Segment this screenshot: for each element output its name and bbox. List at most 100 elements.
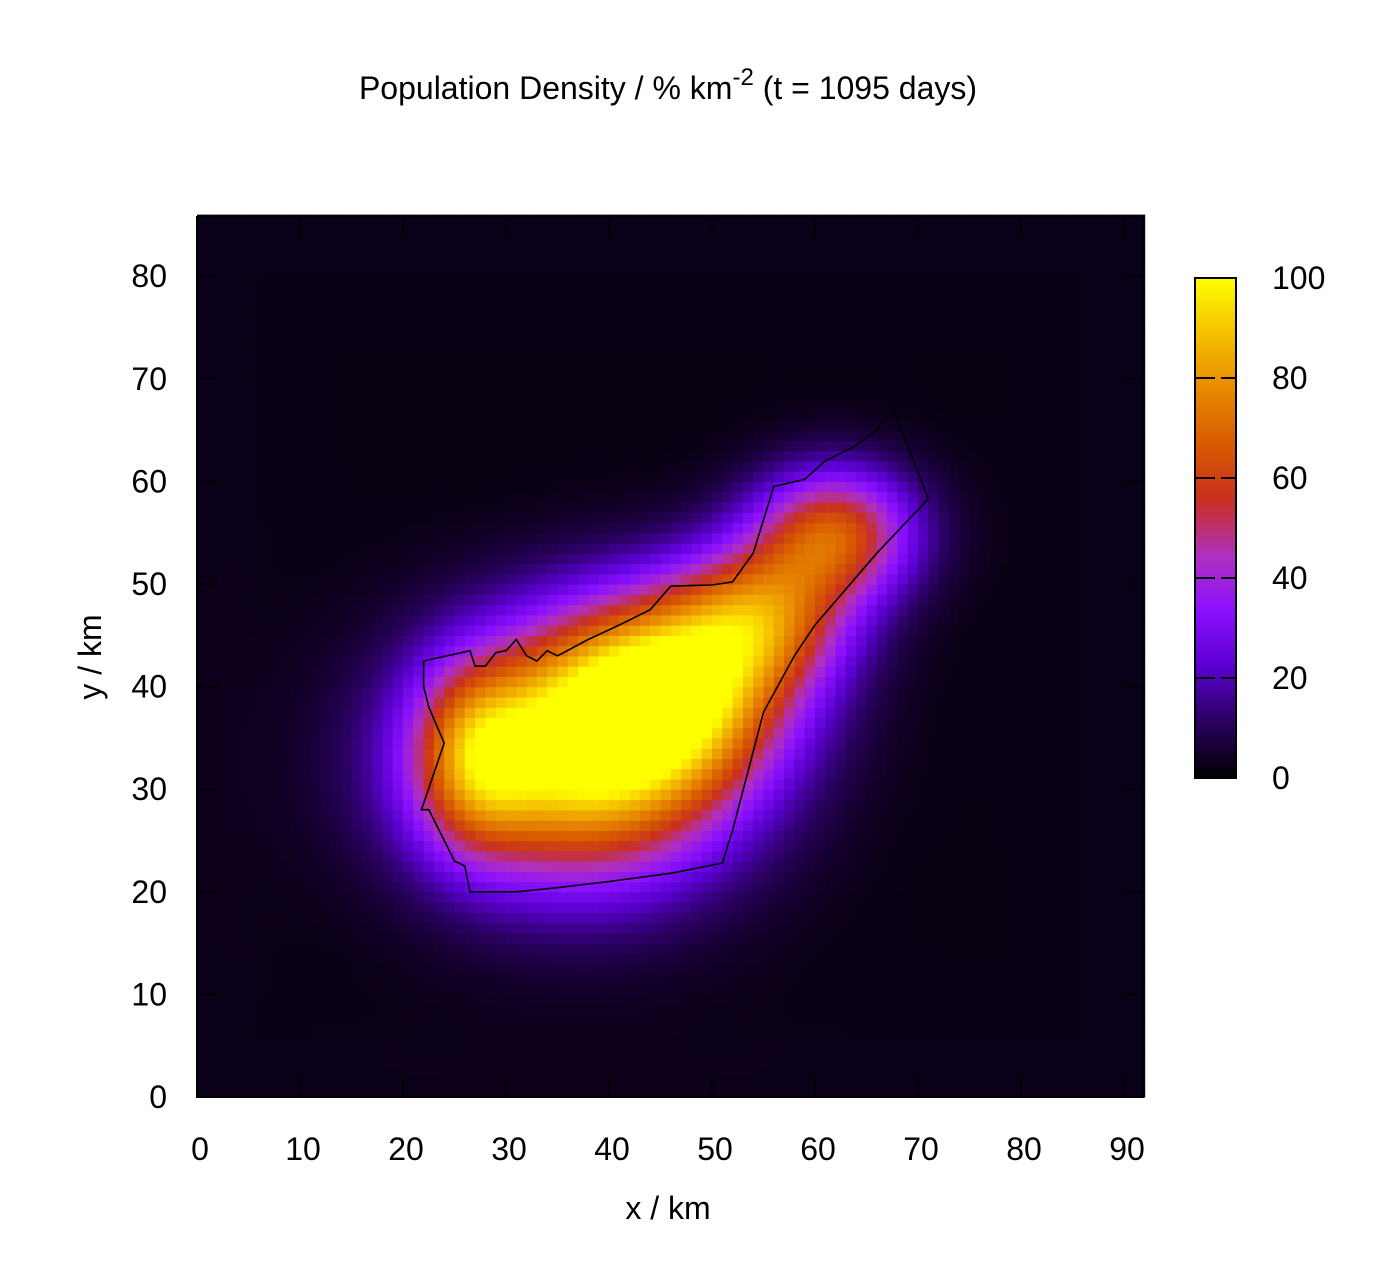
heatmap-cell	[423, 594, 435, 606]
heatmap-cell	[681, 543, 692, 554]
heatmap-cell	[650, 1014, 662, 1026]
heatmap-cell	[372, 973, 383, 985]
heatmap-cell	[485, 296, 497, 308]
heatmap-cell	[382, 1045, 394, 1057]
heatmap-cell	[248, 265, 260, 277]
heatmap-cell	[784, 399, 795, 411]
heatmap-cell	[629, 799, 641, 811]
heatmap-cell	[403, 307, 414, 318]
heatmap-cell	[567, 255, 579, 267]
heatmap-cell	[660, 1056, 672, 1067]
heatmap-cell	[763, 655, 775, 667]
heatmap-cell	[650, 666, 662, 677]
heatmap-cell	[197, 296, 208, 308]
heatmap-cell	[330, 265, 342, 277]
heatmap-cell	[464, 1004, 476, 1016]
heatmap-cell	[330, 378, 342, 390]
heatmap-cell	[258, 604, 270, 616]
heatmap-cell	[753, 1025, 765, 1037]
heatmap-cell	[557, 768, 569, 780]
heatmap-cell	[423, 727, 435, 739]
heatmap-cell	[197, 563, 208, 575]
heatmap-cell	[681, 419, 692, 431]
heatmap-cell	[403, 224, 414, 236]
heatmap-cell	[547, 902, 559, 913]
heatmap-cell	[660, 419, 672, 431]
heatmap-cell	[258, 563, 270, 575]
heatmap-cell	[392, 696, 404, 708]
heatmap-cell	[495, 450, 507, 462]
heatmap-cell	[300, 686, 311, 698]
heatmap-cell	[763, 809, 775, 821]
heatmap-cell	[526, 778, 538, 790]
heatmap-cell	[742, 348, 754, 359]
heatmap-cell	[351, 604, 363, 616]
heatmap-cell	[557, 378, 569, 390]
heatmap-cell	[557, 799, 569, 811]
heatmap-cell	[670, 501, 682, 513]
heatmap-cell	[691, 378, 703, 390]
heatmap-cell	[197, 861, 208, 872]
heatmap-cell	[681, 276, 692, 288]
heatmap-cell	[330, 1086, 342, 1098]
heatmap-cell	[289, 994, 301, 1006]
heatmap-cell	[382, 337, 394, 349]
heatmap-cell	[609, 717, 620, 729]
heatmap-cell	[392, 1056, 404, 1067]
heatmap-cell	[619, 265, 631, 277]
heatmap-cell	[464, 676, 476, 688]
heatmap-cell	[753, 430, 765, 441]
heatmap-cell	[238, 912, 250, 924]
heatmap-cell	[269, 727, 280, 739]
heatmap-cell	[588, 368, 600, 380]
heatmap-cell	[475, 789, 486, 801]
heatmap-cell	[701, 820, 713, 831]
heatmap-cell	[732, 307, 744, 318]
heatmap-cell	[516, 861, 528, 872]
heatmap-cell	[516, 296, 528, 308]
heatmap-cell	[197, 696, 208, 708]
heatmap-cell	[639, 543, 651, 554]
heatmap-cell	[660, 358, 672, 370]
heatmap-cell	[217, 912, 229, 924]
heatmap-cell	[207, 614, 219, 626]
heatmap-cell	[269, 348, 280, 359]
heatmap-cell	[578, 963, 589, 975]
heatmap-cell	[433, 635, 445, 647]
heatmap-cell	[464, 491, 476, 503]
heatmap-cell	[475, 645, 486, 657]
heatmap-cell	[763, 1056, 775, 1067]
heatmap-cell	[578, 737, 589, 749]
heatmap-cell	[248, 830, 260, 842]
heatmap-cell	[650, 327, 662, 339]
heatmap-cell	[619, 994, 631, 1006]
heatmap-cell	[320, 830, 332, 842]
heatmap-cell	[619, 861, 631, 872]
heatmap-cell	[609, 932, 620, 944]
heatmap-cell	[392, 532, 404, 544]
heatmap-cell	[279, 778, 291, 790]
heatmap-cell	[629, 737, 641, 749]
heatmap-cell	[300, 932, 311, 944]
heatmap-cell	[547, 707, 559, 718]
heatmap-cell	[495, 532, 507, 544]
heatmap-cell	[701, 214, 713, 226]
heatmap-cell	[269, 440, 280, 452]
heatmap-cell	[238, 358, 250, 370]
heatmap-cell	[382, 501, 394, 513]
heatmap-cell	[536, 399, 548, 411]
heatmap-cell	[732, 881, 744, 893]
heatmap-cell	[382, 902, 394, 913]
heatmap-cell	[506, 1014, 517, 1026]
heatmap-cell	[753, 1045, 765, 1057]
heatmap-cell	[310, 522, 322, 534]
heatmap-cell	[536, 902, 548, 913]
heatmap-cell	[609, 296, 620, 308]
heatmap-cell	[567, 276, 579, 288]
heatmap-cell	[619, 1035, 631, 1047]
heatmap-cell	[382, 789, 394, 801]
heatmap-cell	[413, 214, 425, 226]
heatmap-cell	[351, 994, 363, 1006]
heatmap-cell	[464, 450, 476, 462]
heatmap-cell	[547, 871, 559, 883]
